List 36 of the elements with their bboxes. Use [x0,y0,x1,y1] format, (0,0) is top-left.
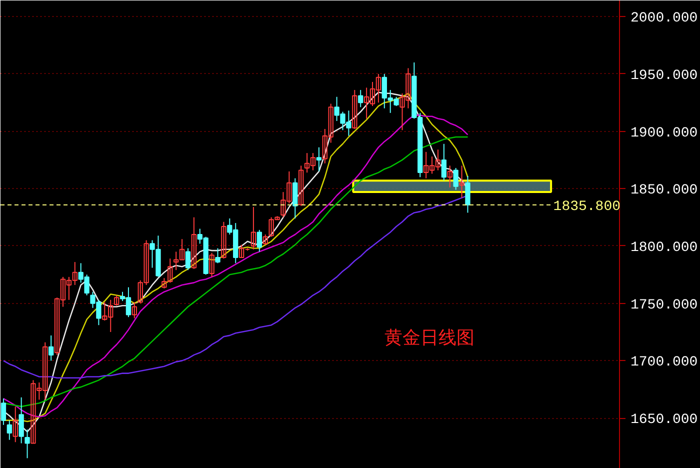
candlestick [298,165,304,206]
y-tick-label: 1900.000 [630,125,698,142]
candlestick [48,334,54,362]
candlestick [0,398,6,426]
candlestick [250,206,256,250]
y-tick-label: 1950.000 [630,68,698,84]
candlestick [6,420,12,440]
candlestick [12,406,18,443]
candlestick [191,216,197,270]
y-tick-label: 1700.000 [630,354,698,371]
y-tick-label: 1650.000 [630,412,698,428]
candlestick [459,165,464,198]
candlestick [256,229,262,252]
candlestick [465,176,470,214]
candlestick [262,234,268,246]
candlestick [18,396,24,444]
candlestick [453,167,458,190]
candlestick [292,178,298,219]
annotation: 黄金日线图 [384,327,474,348]
candlestick [221,221,226,260]
candlestick [441,143,446,182]
candlestick [358,89,364,108]
y-tick-label: 1750.000 [630,297,698,314]
ref-line-label: 1835.800 [553,198,621,215]
candlestick [132,302,137,319]
candlestick [24,429,30,459]
candlestick [215,248,220,264]
candlestick [185,248,191,271]
candlestick [209,252,214,278]
candlestick [447,165,452,188]
candlestick [316,146,322,172]
y-tick-label: 1850.000 [630,182,698,199]
y-tick-label: 2000.000 [630,10,698,27]
candlestick [114,294,120,306]
candlestick [352,89,358,130]
y-tick-label: 1800.000 [630,240,698,256]
